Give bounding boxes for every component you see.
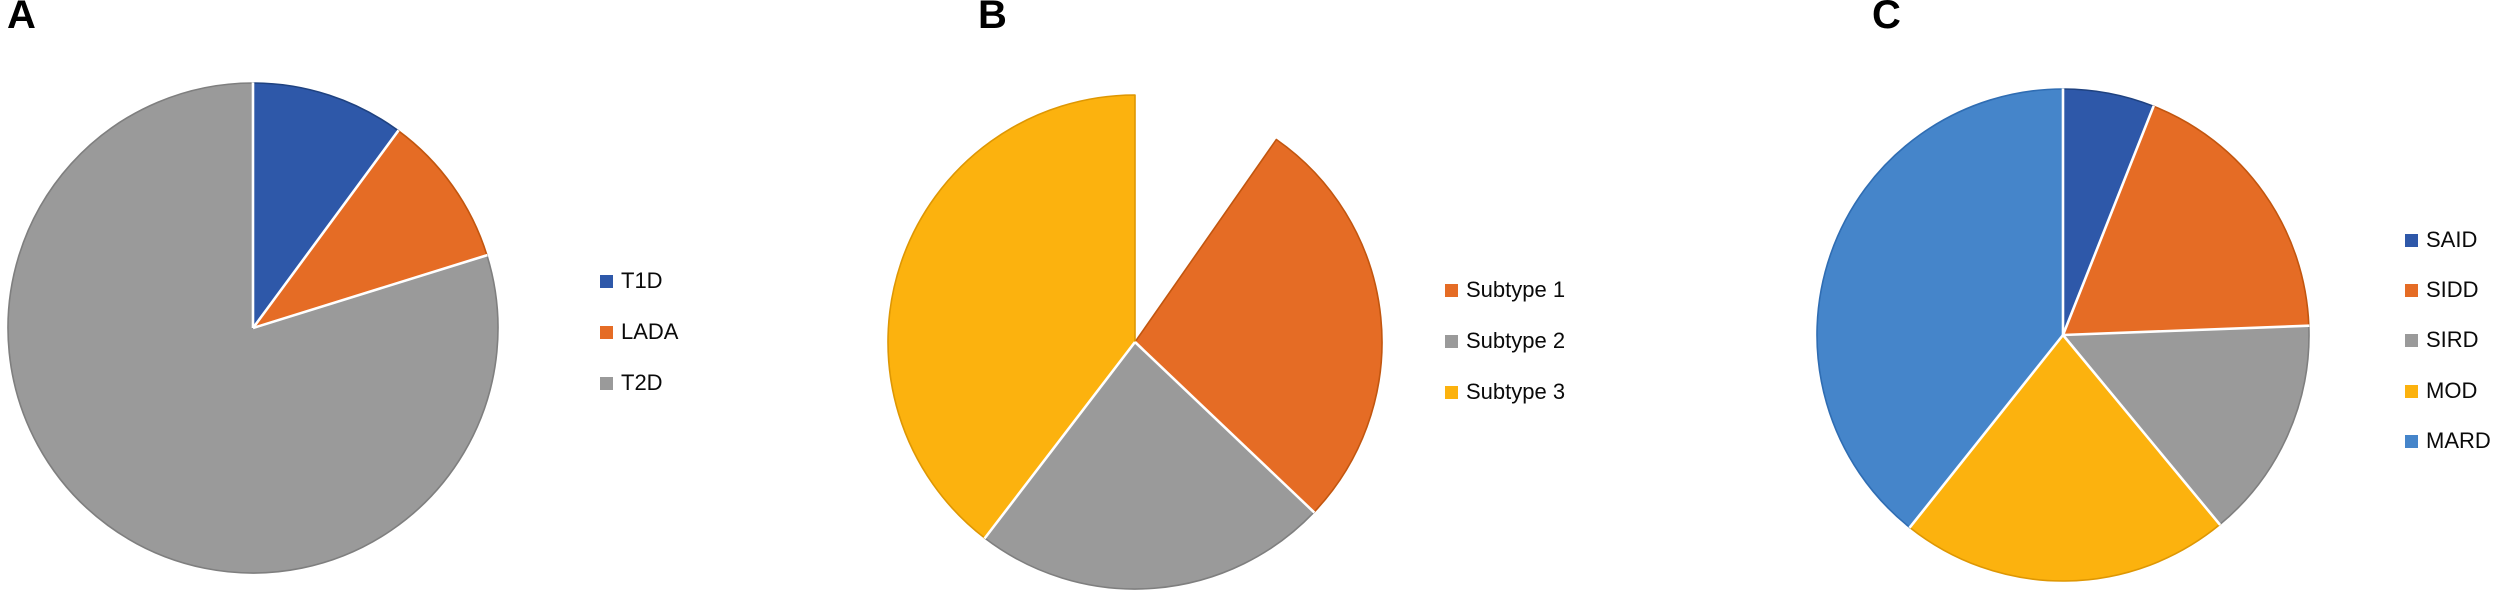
pie-slice-sird	[2062, 324, 2310, 526]
legend-label: T1D	[621, 268, 663, 293]
legend-swatch	[1445, 334, 1458, 348]
legend-item-subtype-2: Subtype 2	[1445, 330, 1565, 352]
legend-swatch	[2405, 333, 2418, 347]
pie-slice-mard	[1816, 88, 2064, 529]
legend-swatch	[1445, 283, 1458, 297]
pie-slice-lada	[252, 129, 488, 329]
legend-item-sird: SIRD	[2405, 329, 2479, 351]
slice-separator	[2061, 334, 2222, 526]
slice-separator	[2061, 105, 2155, 336]
legend-label: Subtype 2	[1466, 328, 1566, 353]
slice-separator	[983, 341, 1137, 540]
legend-swatch	[600, 274, 613, 288]
slice-separator	[2062, 324, 2310, 337]
slice-separator	[1134, 341, 1316, 514]
legend-swatch	[2405, 283, 2418, 297]
legend-item-sidd: SIDD	[2405, 279, 2479, 301]
pie-slice-subtype-2	[984, 341, 1315, 590]
pie-slice-sidd	[2062, 105, 2310, 336]
pie-chart-a	[7, 82, 499, 574]
slice-separator	[251, 129, 400, 329]
legend-item-subtype-1: Subtype 1	[1445, 279, 1565, 301]
legend-swatch	[1445, 385, 1458, 399]
legend-label: LADA	[621, 319, 679, 344]
pie-slice-mod	[1908, 334, 2221, 582]
legend-label: SAID	[2426, 227, 2478, 252]
legend-label: SIRD	[2426, 327, 2479, 352]
pie-slice-t1d	[252, 82, 400, 329]
panel-label-a: A	[7, 0, 36, 37]
legend-item-lada: LADA	[600, 321, 678, 343]
legend-label: MOD	[2426, 378, 2478, 403]
slice-separator	[252, 253, 488, 330]
legend-label: Subtype 1	[1466, 277, 1566, 302]
legend-item-mod: MOD	[2405, 380, 2477, 402]
legend-swatch	[600, 376, 613, 390]
pie-chart-c	[1816, 88, 2310, 582]
legend-label: Subtype 3	[1466, 379, 1566, 404]
legend-label: T2D	[621, 370, 663, 395]
pie-slice-subtype-3	[887, 94, 1136, 539]
panel-label-b: B	[978, 0, 1007, 37]
legend-item-t2d: T2D	[600, 372, 663, 394]
legend-item-subtype-3: Subtype 3	[1445, 381, 1565, 403]
legend-label: SIDD	[2426, 277, 2479, 302]
legend-swatch	[600, 325, 613, 339]
pie-slice-subtype-1	[1134, 138, 1383, 514]
legend-item-said: SAID	[2405, 229, 2477, 251]
legend-item-mard: MARD	[2405, 430, 2491, 452]
legend-swatch	[2405, 434, 2418, 448]
legend-swatch	[2405, 384, 2418, 398]
panel-label-c: C	[1872, 0, 1901, 37]
legend-item-t1d: T1D	[600, 270, 663, 292]
pie-chart-b	[887, 94, 1383, 590]
legend-label: MARD	[2426, 428, 2491, 453]
legend-swatch	[2405, 233, 2418, 247]
slice-separator	[1908, 334, 2065, 529]
